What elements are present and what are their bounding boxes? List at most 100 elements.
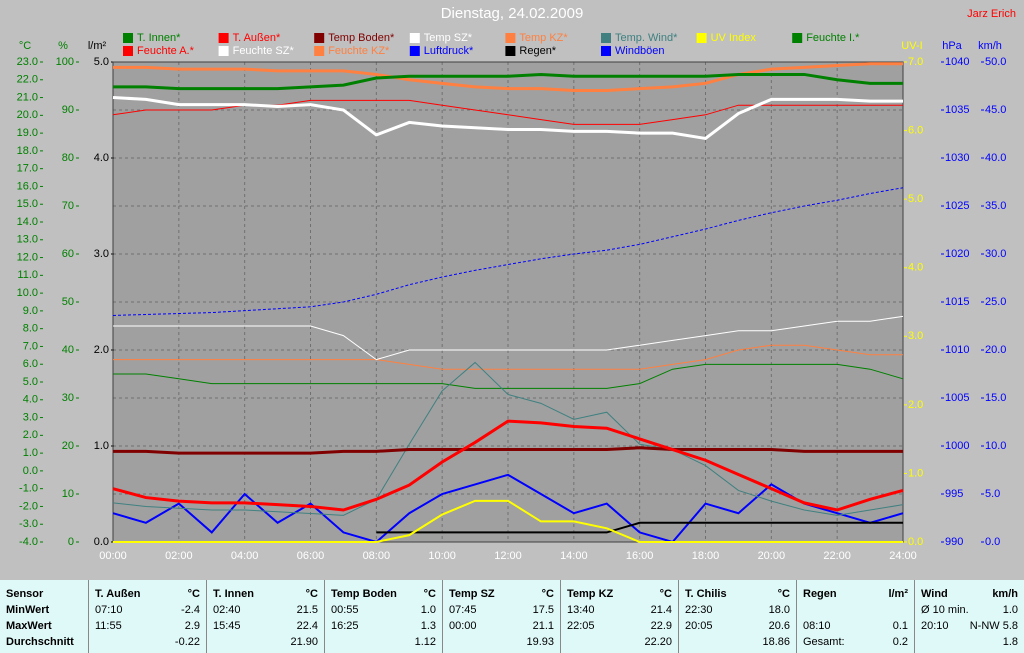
- table-row: 02:40 21.5: [213, 602, 318, 618]
- cell-text: 02:40: [213, 604, 241, 616]
- legend-swatch: [314, 33, 325, 43]
- y-tick-label: 10.0: [985, 440, 1006, 452]
- series-line: [113, 499, 903, 543]
- axis-title: UV-I: [901, 40, 922, 52]
- y-tick-label: 19.0: [17, 127, 38, 139]
- legend-label: Temp. Wind*: [615, 32, 678, 44]
- cell-text: -0.22: [174, 636, 200, 648]
- row-label: MinWert: [6, 604, 50, 616]
- legend-label: Temp Boden*: [328, 32, 395, 44]
- series-line: [112, 96, 903, 141]
- legend-label: T. Außen*: [233, 32, 281, 44]
- x-tick-label: 22:00: [823, 550, 851, 562]
- x-tick-label: 00:00: [99, 550, 127, 562]
- chart-title: Dienstag, 24.02.2009: [441, 5, 584, 22]
- y-tick-label: 4.0: [94, 152, 109, 164]
- header-name: T. Außen: [95, 588, 141, 600]
- series-line: [112, 187, 904, 316]
- legend-label: Feuchte KZ*: [328, 45, 390, 57]
- cell-text: 15:45: [213, 620, 241, 632]
- table-row: Gesamt: 0.2: [803, 634, 908, 650]
- cell-text: 21.4: [650, 604, 672, 616]
- series-line: [376, 521, 903, 534]
- header-name: Temp Boden: [331, 588, 397, 600]
- y-tick-label: 35.0: [985, 200, 1006, 212]
- series-line: [112, 361, 904, 516]
- cell-text: 0.1: [892, 620, 908, 632]
- header-unit: °C: [423, 588, 436, 600]
- column-header: Temp SZ °C: [449, 586, 554, 602]
- y-tick-label: 1005: [945, 392, 969, 404]
- y-tick-label: 10.0: [17, 287, 38, 299]
- axis-title: °C: [19, 40, 31, 52]
- y-tick-label: 0: [68, 536, 74, 548]
- cell-text: 20.6: [768, 620, 790, 632]
- cell-text: 18.0: [768, 604, 790, 616]
- series-line: [112, 473, 904, 544]
- y-tick-label: 15.0: [985, 392, 1006, 404]
- legend-label: Temp KZ*: [519, 32, 568, 44]
- data-column: T. Chilis °C 22:30 18.0 20:05 20.6 18.86: [678, 580, 796, 653]
- legend-swatch: [792, 33, 803, 43]
- y-tick-label: 5.0: [23, 376, 38, 388]
- legend-swatch: [409, 46, 420, 56]
- header-unit: °C: [541, 588, 554, 600]
- y-tick-label: 18.0: [17, 145, 38, 157]
- y-tick-label: 1025: [945, 200, 969, 212]
- y-tick-label: 1040: [945, 56, 969, 68]
- row-label: Durchschnitt: [6, 636, 74, 648]
- cell-text: 1.3: [420, 620, 436, 632]
- y-tick-label: 50: [62, 296, 74, 308]
- column-header: Wind km/h: [921, 586, 1018, 602]
- cell-text: 21.90: [290, 636, 318, 648]
- cell-text: 20:05: [685, 620, 713, 632]
- row-label: Sensor: [6, 588, 44, 600]
- y-tick-label: 8.0: [23, 323, 38, 335]
- legend-label: Feuchte SZ*: [233, 45, 295, 57]
- legend-label: Temp SZ*: [424, 32, 473, 44]
- table-row: 18.86: [685, 634, 790, 650]
- cell-text: 22:05: [567, 620, 595, 632]
- y-tick-label: 10: [62, 488, 74, 500]
- axis-title: hPa: [942, 40, 962, 52]
- y-tick-label: 70: [62, 200, 74, 212]
- cell-text: 13:40: [567, 604, 595, 616]
- column-header: Temp Boden °C: [331, 586, 436, 602]
- plot-border: [112, 61, 904, 543]
- header-name: T. Innen: [213, 588, 254, 600]
- x-tick-label: 06:00: [297, 550, 325, 562]
- table-row: 13:40 21.4: [567, 602, 672, 618]
- cell-text: 22.4: [296, 620, 318, 632]
- y-tick-label: 23.0: [17, 56, 38, 68]
- y-tick-label: 7.0: [908, 56, 923, 68]
- cell-text: 11:55: [95, 620, 122, 632]
- table-row: 20:10 N-NW 5.8: [921, 618, 1018, 634]
- y-tick-label: 11.0: [17, 269, 38, 281]
- legend-swatch: [123, 46, 133, 56]
- y-tick-label: 30.0: [985, 248, 1006, 260]
- y-tick-label: 5.0: [908, 193, 923, 205]
- x-tick-label: 04:00: [231, 550, 259, 562]
- y-tick-label: 100: [56, 56, 74, 68]
- y-tick-label: 1.0: [94, 440, 109, 452]
- y-tick-label: 13.0: [17, 234, 38, 246]
- series-line: [113, 62, 903, 92]
- y-tick-label: 4.0: [908, 262, 923, 274]
- y-tick-label: 3.0: [23, 411, 38, 423]
- label-column: Sensor MinWert MaxWert Durchschnitt: [0, 580, 88, 653]
- x-tick-label: 10:00: [428, 550, 456, 562]
- axis-title: l/m²: [88, 40, 107, 52]
- cell-text: N-NW 5.8: [969, 620, 1018, 632]
- legend-label: UV Index: [711, 32, 757, 44]
- table-row: Ø 10 min. 1.0: [921, 602, 1018, 618]
- y-tick-label: 0.0: [985, 536, 1000, 548]
- cell-text: 16:25: [331, 620, 359, 632]
- legend-label: T. Innen*: [137, 32, 181, 44]
- y-tick-label: 1.0: [23, 447, 38, 459]
- x-tick-label: 20:00: [758, 550, 786, 562]
- y-tick-label: 20.0: [985, 344, 1006, 356]
- y-tick-label: 0.0: [94, 536, 109, 548]
- y-tick-label: 80: [62, 152, 74, 164]
- table-row: 21.90: [213, 634, 318, 650]
- y-tick-label: 1010: [945, 344, 969, 356]
